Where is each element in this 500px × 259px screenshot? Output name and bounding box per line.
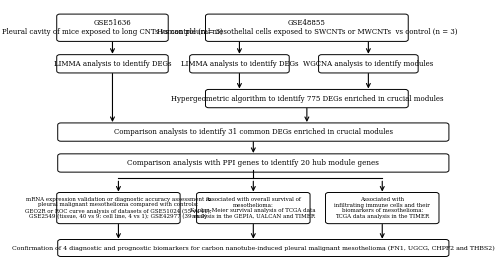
FancyBboxPatch shape [58, 154, 449, 172]
Text: GSE51636
Pleural cavity of mice exposed to long CNTs vs control (n = 3): GSE51636 Pleural cavity of mice exposed … [2, 19, 223, 36]
FancyBboxPatch shape [318, 55, 418, 73]
Text: GSE48855
Human pleural mesothelial cells exposed to SWCNTs or MWCNTs  vs control: GSE48855 Human pleural mesothelial cells… [156, 19, 457, 36]
Text: Associated with
infiltrating immune cells and their
biomarkers of mesothelioma:
: Associated with infiltrating immune cell… [334, 197, 430, 219]
FancyBboxPatch shape [206, 89, 408, 108]
FancyBboxPatch shape [196, 192, 310, 224]
FancyBboxPatch shape [56, 192, 180, 224]
FancyBboxPatch shape [58, 123, 449, 141]
FancyBboxPatch shape [58, 240, 449, 256]
Text: mRNA expression validation or diagnostic accuracy assessment in
pleural malignan: mRNA expression validation or diagnostic… [25, 197, 212, 220]
Text: Comparison analysis with PPI genes to identify 20 hub module genes: Comparison analysis with PPI genes to id… [128, 159, 380, 167]
Text: LIMMA analysis to identify DEGs: LIMMA analysis to identify DEGs [54, 60, 171, 68]
Text: Comparison analysis to identify 31 common DEGs enriched in crucial modules: Comparison analysis to identify 31 commo… [114, 128, 393, 136]
FancyBboxPatch shape [206, 14, 408, 41]
Text: WGCNA analysis to identify modules: WGCNA analysis to identify modules [303, 60, 434, 68]
Text: Associated with overall survival of
mesothelioma:
Kaplan-Meier survival analysis: Associated with overall survival of meso… [190, 197, 316, 219]
Text: Confirmation of 4 diagnostic and prognostic biomarkers for carbon nanotube-induc: Confirmation of 4 diagnostic and prognos… [12, 245, 494, 251]
Text: LIMMA analysis to identify DEGs: LIMMA analysis to identify DEGs [180, 60, 298, 68]
FancyBboxPatch shape [56, 55, 168, 73]
Text: Hypergeometric algorithm to identify 775 DEGs enriched in crucial modules: Hypergeometric algorithm to identify 775… [170, 95, 443, 103]
FancyBboxPatch shape [326, 192, 439, 224]
FancyBboxPatch shape [56, 14, 168, 41]
FancyBboxPatch shape [190, 55, 289, 73]
